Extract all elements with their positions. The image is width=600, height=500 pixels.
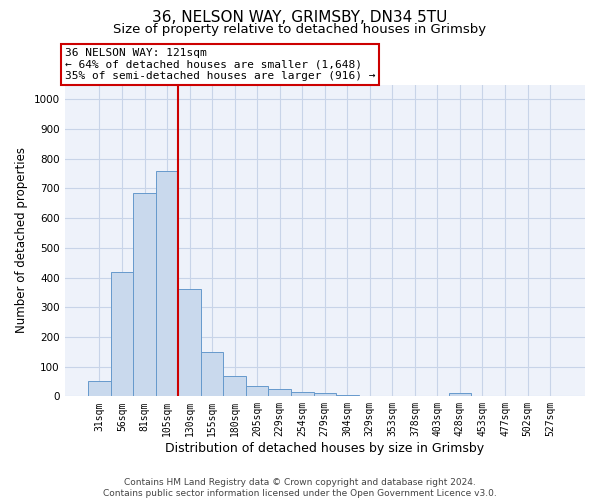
Bar [291,392,314,396]
Text: 36, NELSON WAY, GRIMSBY, DN34 5TU: 36, NELSON WAY, GRIMSBY, DN34 5TU [152,10,448,25]
Bar [88,382,111,396]
Bar [156,170,178,396]
Text: Size of property relative to detached houses in Grimsby: Size of property relative to detached ho… [113,22,487,36]
Bar [111,272,133,396]
Text: 36 NELSON WAY: 121sqm
← 64% of detached houses are smaller (1,648)
35% of semi-d: 36 NELSON WAY: 121sqm ← 64% of detached … [65,48,375,82]
Bar [223,376,246,396]
Bar [246,386,268,396]
X-axis label: Distribution of detached houses by size in Grimsby: Distribution of detached houses by size … [165,442,484,455]
Bar [314,394,336,396]
Bar [336,395,359,396]
Bar [133,193,156,396]
Bar [268,389,291,396]
Bar [201,352,223,397]
Y-axis label: Number of detached properties: Number of detached properties [15,148,28,334]
Text: Contains HM Land Registry data © Crown copyright and database right 2024.
Contai: Contains HM Land Registry data © Crown c… [103,478,497,498]
Bar [449,394,471,396]
Bar [178,290,201,397]
